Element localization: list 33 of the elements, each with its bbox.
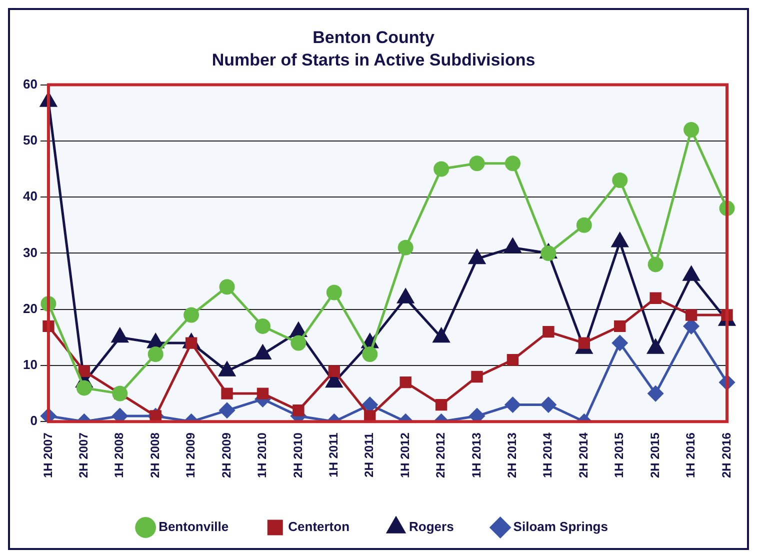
x-tick-label: 2H 2016 [719,432,734,478]
x-tick-label: 2H 2015 [648,432,662,478]
x-tick-label: 2H 2011 [362,432,376,478]
y-tick-label: 0 [30,413,38,428]
x-tick-label: 1H 2011 [326,432,340,478]
x-tick-label: 1H 2009 [184,432,198,478]
x-tick-label: 1H 2012 [398,432,412,478]
x-tick-label: 2H 2008 [148,432,162,478]
legend-label: Bentonville [158,519,229,534]
legend-label: Centerton [288,519,350,534]
y-tick-label: 30 [22,244,38,260]
x-tick-label: 2H 2009 [219,432,234,478]
x-tick-label: 1H 2013 [469,432,484,478]
x-tick-label: 2H 2013 [505,432,520,478]
x-tick-label: 2H 2010 [290,432,305,478]
x-tick-label: 2H 2012 [434,432,448,478]
y-tick-label: 20 [22,300,38,316]
y-tick-label: 50 [22,132,38,148]
x-tick-label: 1H 2016 [684,432,698,478]
legend-label: Siloam Springs [513,519,608,534]
chart-title: Benton County [312,28,435,47]
y-tick-label: 40 [22,188,38,204]
y-tick-label: 60 [22,76,38,92]
x-tick-label: 1H 2015 [612,432,626,478]
x-tick-label: 1H 2008 [112,432,126,478]
legend-label: Rogers [409,519,454,534]
x-tick-label: 1H 2007 [40,432,55,478]
y-tick-label: 10 [22,357,38,372]
x-tick-label: 1H 2010 [255,432,270,478]
chart-subtitle: Number of Starts in Active Subdivisions [212,50,536,70]
x-tick-label: 1H 2014 [540,432,555,478]
x-tick-label: 2H 2014 [576,432,590,478]
x-tick-label: 2H 2007 [76,432,90,478]
